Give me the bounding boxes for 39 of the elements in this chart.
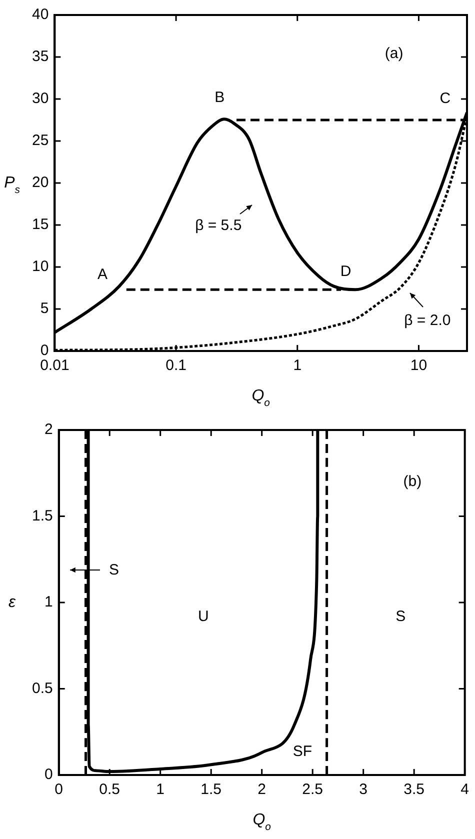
annotation: β = 5.5 xyxy=(195,217,242,234)
x-tick-label: 2 xyxy=(258,781,266,798)
annotation: U xyxy=(198,608,209,625)
x-tick-label: 10 xyxy=(410,357,428,374)
x-tick-label: 1 xyxy=(156,781,165,798)
x-tick-label: 0.5 xyxy=(99,781,120,798)
y-tick-label: 15 xyxy=(32,216,49,234)
annotation: S xyxy=(109,562,120,579)
annotation: (b) xyxy=(403,473,422,490)
y-tick-label: 0.5 xyxy=(32,680,53,697)
y-tick-label: 25 xyxy=(32,132,49,150)
y-tick-label: 1.5 xyxy=(32,507,53,524)
y-tick-label: 20 xyxy=(32,174,49,192)
y-tick-label: 40 xyxy=(32,6,49,24)
annotation: (a) xyxy=(384,45,404,62)
x-tick-label: 4 xyxy=(460,781,469,798)
annotation: D xyxy=(340,263,352,280)
y-tick-label: 1 xyxy=(44,594,53,611)
y-tick-label: 10 xyxy=(32,258,49,276)
annotation: S xyxy=(396,608,406,625)
y-axis-title: ε xyxy=(8,594,16,611)
annotation: C xyxy=(440,90,451,108)
y-tick-label: 2 xyxy=(44,421,53,438)
x-tick-label: 0.1 xyxy=(166,357,186,374)
y-tick-label: 5 xyxy=(40,300,49,318)
annotation: SF xyxy=(292,743,312,760)
y-tick-label: 30 xyxy=(32,90,49,108)
annotation: β = 2.0 xyxy=(404,312,451,330)
x-tick-label: 0.01 xyxy=(40,357,70,374)
x-tick-label: 2.5 xyxy=(302,781,324,798)
x-tick-label: 1.5 xyxy=(200,781,222,798)
y-tick-label: 0 xyxy=(44,766,53,784)
x-tick-label: 3.5 xyxy=(404,781,425,798)
x-tick-label: 3 xyxy=(359,781,368,798)
x-tick-label: 1 xyxy=(293,357,302,374)
y-tick-label: 0 xyxy=(40,342,49,360)
y-tick-label: 35 xyxy=(32,48,49,66)
annotation: B xyxy=(214,89,225,106)
annotation: A xyxy=(98,266,108,284)
